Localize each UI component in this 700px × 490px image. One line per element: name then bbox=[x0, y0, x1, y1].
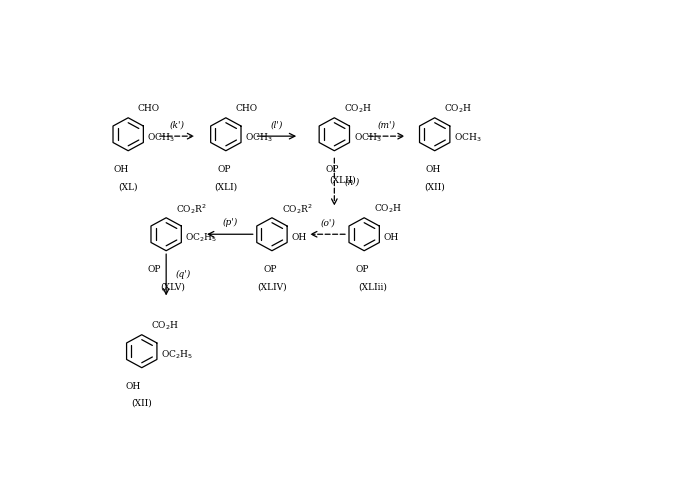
Text: OH: OH bbox=[291, 233, 307, 242]
Text: CO$_2$H: CO$_2$H bbox=[444, 102, 472, 115]
Text: (XII): (XII) bbox=[132, 399, 152, 408]
Text: CHO: CHO bbox=[138, 104, 160, 113]
Text: (l'): (l') bbox=[271, 121, 283, 129]
Text: OH: OH bbox=[113, 165, 129, 174]
Text: (XL): (XL) bbox=[118, 182, 138, 191]
Text: OC$_2$H$_5$: OC$_2$H$_5$ bbox=[161, 348, 193, 361]
Text: CO$_2$H: CO$_2$H bbox=[374, 202, 402, 215]
Text: (XLII): (XLII) bbox=[330, 175, 356, 184]
Text: OP: OP bbox=[147, 265, 160, 274]
Text: (q'): (q') bbox=[176, 270, 191, 279]
Text: OCH$_3$: OCH$_3$ bbox=[245, 131, 273, 144]
Text: (m'): (m') bbox=[377, 121, 395, 129]
Text: OCH$_3$: OCH$_3$ bbox=[354, 131, 382, 144]
Text: OP: OP bbox=[263, 265, 277, 274]
Text: (XII): (XII) bbox=[424, 182, 445, 191]
Text: CO$_2$H: CO$_2$H bbox=[344, 102, 372, 115]
Text: CO$_2$R$^2$: CO$_2$R$^2$ bbox=[176, 202, 206, 216]
Text: CHO: CHO bbox=[235, 104, 258, 113]
Text: (k'): (k') bbox=[169, 121, 185, 129]
Text: (XLV): (XLV) bbox=[161, 282, 186, 291]
Text: OP: OP bbox=[326, 165, 340, 174]
Text: OH: OH bbox=[125, 382, 141, 391]
Text: OP: OP bbox=[356, 265, 369, 274]
Text: (o'): (o') bbox=[320, 219, 335, 227]
Text: (n'): (n') bbox=[344, 177, 359, 187]
Text: CO$_2$R$^2$: CO$_2$R$^2$ bbox=[281, 202, 312, 216]
Text: OC$_2$H$_5$: OC$_2$H$_5$ bbox=[186, 231, 218, 244]
Text: (p'): (p') bbox=[223, 219, 237, 227]
Text: OP: OP bbox=[217, 165, 231, 174]
Text: OCH$_3$: OCH$_3$ bbox=[148, 131, 175, 144]
Text: (XLIii): (XLIii) bbox=[358, 282, 387, 291]
Text: CO$_2$H: CO$_2$H bbox=[151, 319, 179, 332]
Text: (XLI): (XLI) bbox=[214, 182, 237, 191]
Text: OH: OH bbox=[384, 233, 399, 242]
Text: (XLIV): (XLIV) bbox=[257, 282, 287, 291]
Text: OCH$_3$: OCH$_3$ bbox=[454, 131, 482, 144]
Text: OH: OH bbox=[426, 165, 440, 174]
